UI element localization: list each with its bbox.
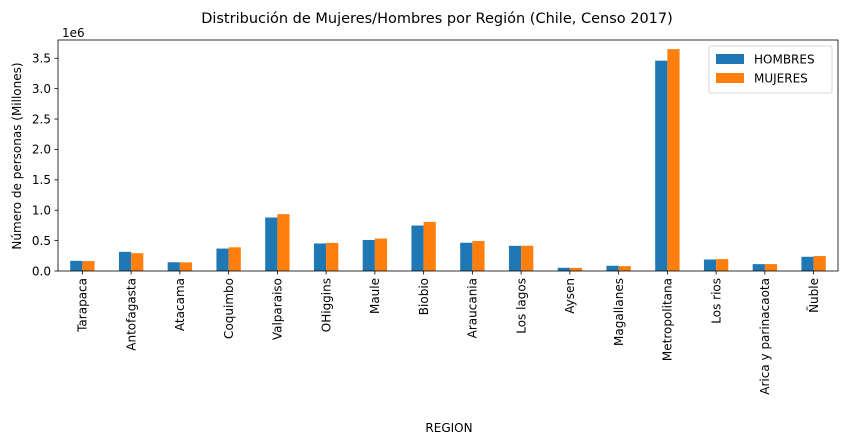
bar-mujeres-1 <box>131 253 144 271</box>
y-tick-label: 0.5 <box>32 234 51 248</box>
bar-hombres-9 <box>508 245 522 271</box>
y-tick-label: 3.0 <box>32 82 51 96</box>
legend: HOMBRES MUJERES <box>708 45 833 94</box>
bar-hombres-8 <box>460 242 473 271</box>
x-axis-ticks: Tarapaca Antofagasta Atacama Coquimbo Valpar… <box>76 271 821 395</box>
bar-hombres-7 <box>411 225 424 271</box>
x-tick-label: Arica y parinacaota <box>758 278 772 395</box>
x-tick-label: Coquimbo <box>222 278 236 339</box>
bar-mujeres-4 <box>277 214 290 271</box>
legend-label-hombres: HOMBRES <box>754 53 815 67</box>
legend-swatch-mujeres <box>716 73 744 83</box>
y-tick-label: 0.0 <box>32 264 51 278</box>
x-tick-label: Aysen <box>563 278 577 314</box>
bar-mujeres-3 <box>228 247 241 271</box>
bar-hombres-6 <box>362 239 375 271</box>
bar-hombres-2 <box>167 262 180 271</box>
bar-hombres-13 <box>703 259 717 271</box>
y-axis-ticks: 0.0 0.5 1.0 1.5 2.0 2.5 3.0 3.5 <box>32 52 58 278</box>
bar-mujeres-7 <box>423 221 436 271</box>
bar-mujeres-11 <box>618 266 631 271</box>
x-tick-label: Ñuble <box>806 278 821 313</box>
legend-label-mujeres: MUJERES <box>754 72 808 86</box>
x-tick-label: Araucania <box>466 278 480 338</box>
plot-area-frame <box>57 39 839 272</box>
bar-hombres-1 <box>118 251 132 271</box>
bar-hombres-10 <box>557 267 570 271</box>
y-axis-title: Número de personas (Millones) <box>10 62 24 249</box>
bar-hombres-15 <box>801 256 814 271</box>
bar-mujeres-2 <box>179 262 193 271</box>
x-tick-label: Valparaiso <box>271 278 285 340</box>
y-tick-label: 3.5 <box>32 52 51 66</box>
x-tick-label: Atacama <box>173 278 187 331</box>
bar-mujeres-15 <box>813 256 826 271</box>
bar-mujeres-5 <box>326 242 339 271</box>
x-tick-label: Antofagasta <box>124 278 138 351</box>
bar-mujeres-8 <box>472 241 485 271</box>
x-axis-title: REGION <box>425 421 472 435</box>
bar-hombres-14 <box>752 264 765 271</box>
x-tick-label: Metropolitana <box>661 278 675 361</box>
y-axis-offset-label: 1e6 <box>62 26 85 40</box>
x-tick-label: Magallanes <box>612 278 626 346</box>
y-tick-label: 2.0 <box>32 143 51 157</box>
bar-mujeres-12 <box>667 49 680 272</box>
bar-hombres-12 <box>655 60 668 271</box>
bar-mujeres-14 <box>764 264 778 271</box>
bar-mujeres-0 <box>82 261 95 271</box>
bar-hombres-3 <box>216 248 229 271</box>
x-tick-label: OHiggins <box>319 278 333 332</box>
legend-swatch-hombres <box>716 54 744 64</box>
y-tick-label: 2.5 <box>32 112 51 126</box>
bar-hombres-11 <box>606 265 619 271</box>
bar-hombres-0 <box>70 260 83 271</box>
y-tick-label: 1.0 <box>32 204 51 218</box>
y-tick-label: 1.5 <box>32 173 51 187</box>
x-tick-label: Maule <box>368 278 382 314</box>
bar-hombres-4 <box>265 217 278 271</box>
bar-mujeres-9 <box>521 245 534 271</box>
bars-group <box>70 49 826 272</box>
bar-mujeres-6 <box>374 238 388 271</box>
x-tick-label: Biobio <box>417 278 431 315</box>
x-tick-label: Tarapaca <box>76 278 90 333</box>
chart-title: Distribución de Mujeres/Hombres por Regi… <box>201 11 673 27</box>
x-tick-label: Los rios <box>709 278 723 324</box>
x-tick-label: Los lagos <box>514 278 528 334</box>
bar-hombres-5 <box>313 243 327 271</box>
bar-mujeres-10 <box>569 267 583 271</box>
bar-mujeres-13 <box>716 259 729 271</box>
